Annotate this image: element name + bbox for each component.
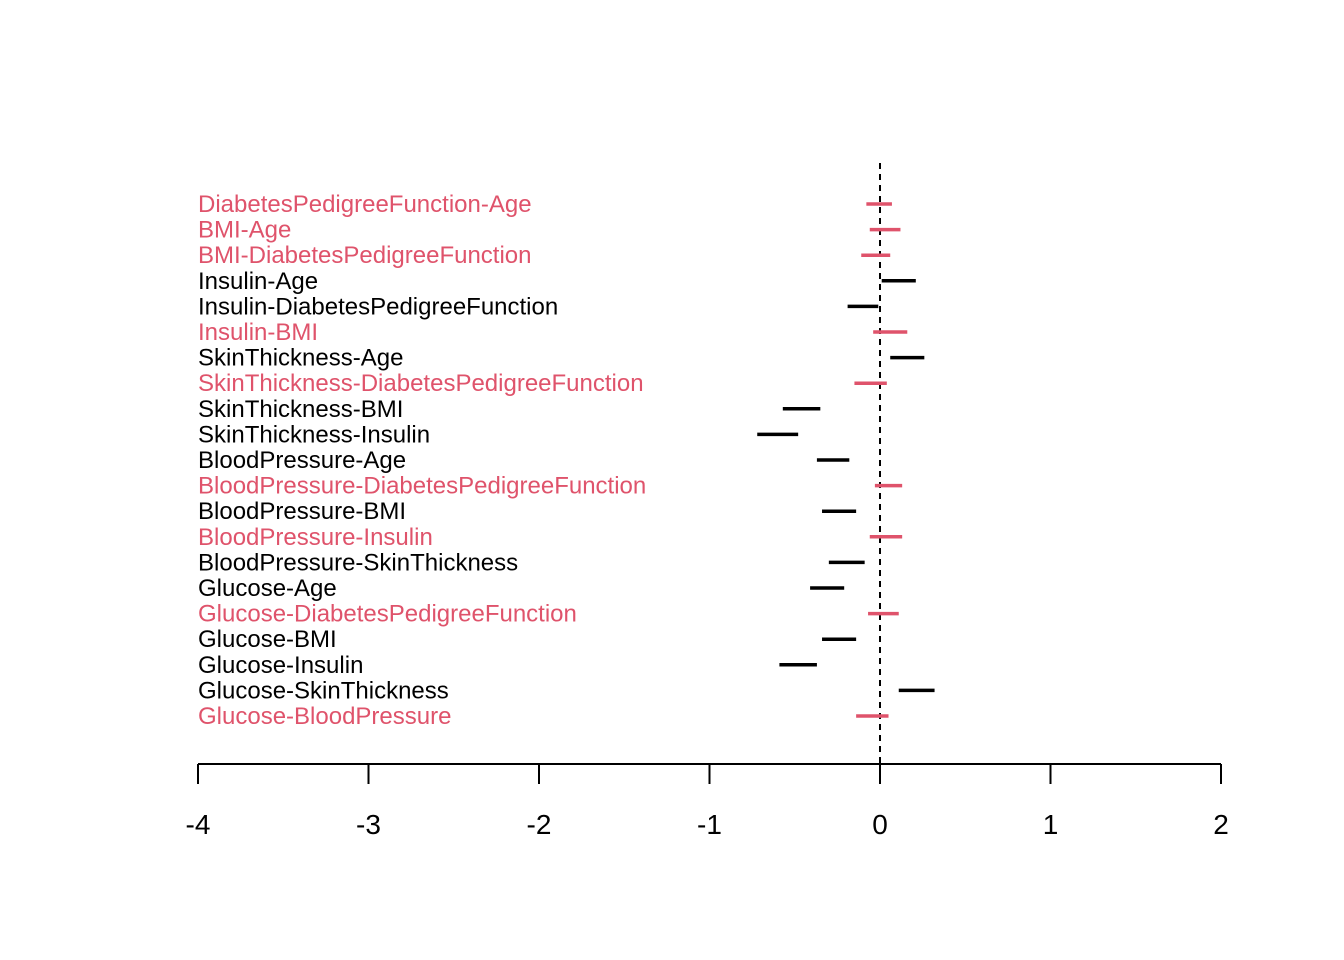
interval-label: BloodPressure-SkinThickness [198,549,518,576]
interval-label: BloodPressure-Insulin [198,524,433,551]
x-axis: -4 -3 -2 -1 0 1 2 [186,763,1229,840]
interval-label: Glucose-BMI [198,626,337,653]
interval-label: BMI-Age [198,217,291,244]
interval-label: SkinThickness-Age [198,345,403,372]
interval-label: Insulin-BMI [198,319,318,346]
interval-segments [757,202,935,718]
interval-label: SkinThickness-DiabetesPedigreeFunction [198,370,644,397]
x-tick-label: -2 [527,809,552,840]
x-tick-label: 1 [1043,809,1059,840]
interval-label: SkinThickness-BMI [198,396,403,423]
x-tick-label: -4 [186,809,211,840]
interval-label: BloodPressure-DiabetesPedigreeFunction [198,473,646,500]
interval-label: BloodPressure-BMI [198,498,406,525]
interval-label: Glucose-Age [198,575,337,602]
interval-label: Insulin-Age [198,268,318,295]
interval-label: Glucose-DiabetesPedigreeFunction [198,601,577,628]
interval-label: DiabetesPedigreeFunction-Age [198,191,532,218]
interval-label: Glucose-BloodPressure [198,703,451,730]
x-tick-label: 0 [872,809,888,840]
x-tick-label: -3 [356,809,381,840]
interval-label: Glucose-SkinThickness [198,677,449,704]
interval-label: Insulin-DiabetesPedigreeFunction [198,293,558,320]
x-tick-label: 2 [1213,809,1229,840]
interval-label: BloodPressure-Age [198,447,406,474]
interval-label: BMI-DiabetesPedigreeFunction [198,242,532,269]
interval-label: Glucose-Insulin [198,652,363,679]
interval-label: SkinThickness-Insulin [198,421,430,448]
interval-labels: DiabetesPedigreeFunction-AgeBMI-AgeBMI-D… [198,191,646,730]
x-tick-label: -1 [697,809,722,840]
